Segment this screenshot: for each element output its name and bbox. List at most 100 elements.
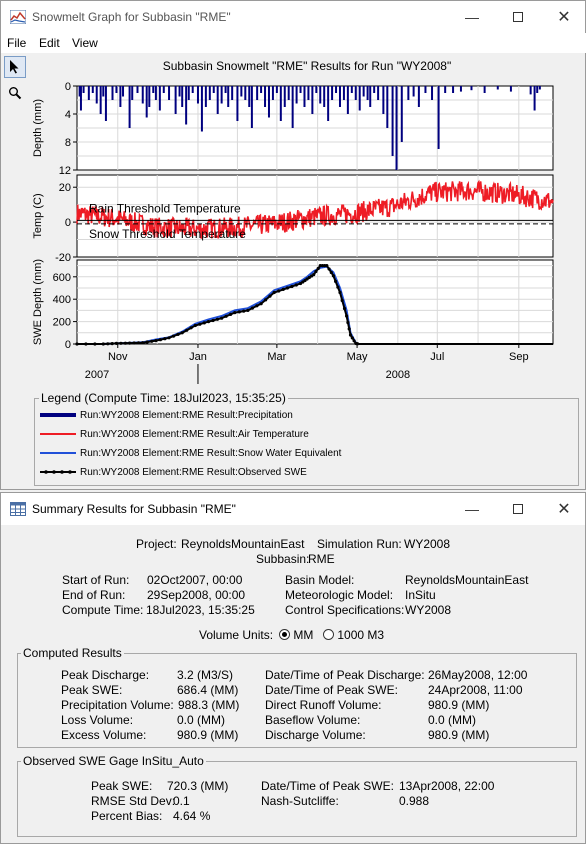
sim-run-value: WY2008	[404, 537, 451, 551]
swe-observed-marker	[75, 342, 79, 346]
legend-swatch-air-temperature	[40, 433, 76, 435]
y-axis-label: Temp (C)	[32, 193, 44, 238]
swe-observed-marker	[255, 304, 259, 308]
swe-observed-marker	[307, 275, 311, 280]
sim-run-label: Simulation Run:	[317, 537, 402, 551]
swe-observed-marker	[180, 331, 184, 335]
compute-time-value: 18Jul2023, 15:35:25	[146, 603, 255, 617]
swe-observed-marker	[106, 342, 110, 346]
legend-swatch-swe	[40, 452, 76, 454]
volume-units-mm-radio[interactable]: MM	[279, 628, 313, 642]
rmse-label: RMSE Std Dev:	[91, 794, 176, 808]
maximize-button[interactable]	[495, 1, 541, 33]
swe-observed-marker	[250, 306, 254, 310]
peak-discharge-label: Peak Discharge:	[61, 668, 150, 682]
summary-maximize-button[interactable]	[495, 493, 541, 525]
swe-observed-marker	[150, 339, 154, 343]
summary-minimize-button[interactable]: —	[449, 493, 495, 525]
menu-view[interactable]: View	[72, 36, 98, 50]
swe-observed-marker	[340, 298, 344, 303]
y-tick-label: 0	[65, 339, 71, 351]
swe-observed-marker	[264, 298, 268, 302]
zoom-tool-button[interactable]	[4, 82, 26, 104]
nash-sutcliffe-label: Nash-Sutcliffe:	[261, 794, 339, 808]
legend-label-swe: Run:WY2008 Element:RME Result:Snow Water…	[80, 447, 342, 459]
y-tick-label: 600	[53, 272, 71, 284]
close-button[interactable]: ✕	[541, 1, 586, 33]
summary-window-title: Summary Results for Subbasin "RME"	[32, 502, 236, 516]
summary-titlebar[interactable]: Summary Results for Subbasin "RME" — ✕	[1, 493, 585, 525]
swe-observed-marker	[338, 290, 342, 295]
swe-observed-marker	[325, 264, 329, 268]
swe-observed-marker	[211, 318, 215, 323]
start-of-run-label: Start of Run:	[62, 573, 130, 587]
swe-observed-marker	[268, 294, 272, 298]
swe-observed-marker	[312, 273, 316, 277]
hec-hms-app-icon	[10, 10, 26, 24]
precip-volume-label: Precipitation Volume:	[61, 698, 174, 712]
legend-label-precipitation: Run:WY2008 Element:RME Result:Precipitat…	[80, 409, 293, 421]
subbasin-label: Subbasin:	[256, 552, 310, 566]
snow-threshold-label: Snow Threshold Temperature	[89, 227, 246, 241]
y-tick-label: 20	[59, 182, 71, 194]
swe-observed-marker	[356, 342, 360, 346]
end-of-run-label: End of Run:	[62, 588, 126, 602]
swe-observed-marker	[320, 264, 325, 268]
computed-results-title: Computed Results	[21, 646, 124, 660]
snowmelt-graph[interactable]: Subbasin Snowmelt "RME" Results for Run …	[28, 54, 585, 388]
menu-edit[interactable]: Edit	[39, 36, 60, 50]
obs-peak-swe-value: 720.3 (MM)	[167, 779, 229, 793]
summary-results-window: Summary Results for Subbasin "RME" — ✕ P…	[0, 492, 586, 844]
pointer-arrow-icon	[10, 60, 19, 74]
swe-observed-marker	[242, 309, 246, 313]
graph-titlebar[interactable]: Snowmelt Graph for Subbasin "RME" — ✕	[1, 1, 585, 33]
y-tick-label: 12	[59, 165, 71, 177]
direct-runoff-label: Direct Runoff Volume:	[265, 698, 382, 712]
volume-units-label: Volume Units:	[199, 628, 274, 642]
y-tick-label: 8	[65, 137, 71, 149]
swe-observed-marker	[93, 342, 97, 346]
project-label: Project:	[136, 537, 177, 551]
percent-bias-label: Percent Bias:	[91, 809, 163, 823]
summary-close-button[interactable]: ✕	[541, 493, 586, 525]
rain-threshold-label: Rain Threshold Temperature	[89, 201, 241, 215]
legend-swatch-precipitation	[40, 413, 76, 417]
legend-label-observed-swe: Run:WY2008 Element:RME Result:Observed S…	[80, 466, 307, 478]
menu-bar: File Edit View	[1, 33, 586, 53]
x-tick-label: Jul	[430, 351, 444, 363]
swe-observed-marker	[347, 327, 351, 331]
swe-observed-marker	[298, 281, 303, 286]
swe-observed-marker	[128, 341, 132, 345]
swe-observed-marker	[352, 339, 356, 343]
percent-bias-value: 4.64 %	[173, 809, 211, 823]
y-tick-label: 200	[53, 317, 71, 329]
control-spec-label: Control Specifications:	[285, 603, 405, 617]
swe-observed-marker	[202, 321, 206, 325]
swe-observed-marker	[193, 323, 197, 328]
observed-swe-title: Observed SWE Gage InSitu_Auto	[21, 754, 206, 768]
pointer-tool-button[interactable]	[4, 56, 26, 78]
close-icon: ✕	[557, 9, 571, 26]
swe-observed-marker	[110, 342, 114, 346]
y-tick-label: -20	[55, 252, 71, 264]
start-of-run-value: 02Oct2007, 00:00	[147, 573, 243, 587]
swe-observed-marker	[136, 341, 141, 345]
swe-observed-marker	[114, 341, 118, 345]
volume-units-1000m3-radio[interactable]: 1000 M3	[323, 628, 384, 642]
x-tick-label: Jan	[189, 351, 207, 363]
swe-observed-marker	[215, 317, 219, 321]
menu-file[interactable]: File	[7, 36, 27, 50]
swe-observed-marker	[171, 334, 176, 338]
excess-volume-value: 980.9 (MM)	[177, 728, 239, 742]
obs-dt-peak-swe-value: 13Apr2008, 22:00	[399, 779, 495, 793]
swe-observed-marker	[331, 274, 335, 278]
swe-observed-marker	[342, 306, 347, 311]
minimize-button[interactable]: —	[449, 1, 495, 33]
swe-observed-marker	[224, 314, 228, 318]
y-axis-label: SWE Depth (mm)	[32, 259, 44, 345]
swe-observed-marker	[272, 290, 276, 295]
legend-item-precipitation: Run:WY2008 Element:RME Result:Precipitat…	[40, 408, 293, 422]
table-icon	[10, 502, 26, 516]
direct-runoff-value: 980.9 (MM)	[428, 698, 490, 712]
dt-peak-swe-label: Date/Time of Peak SWE:	[265, 683, 398, 697]
